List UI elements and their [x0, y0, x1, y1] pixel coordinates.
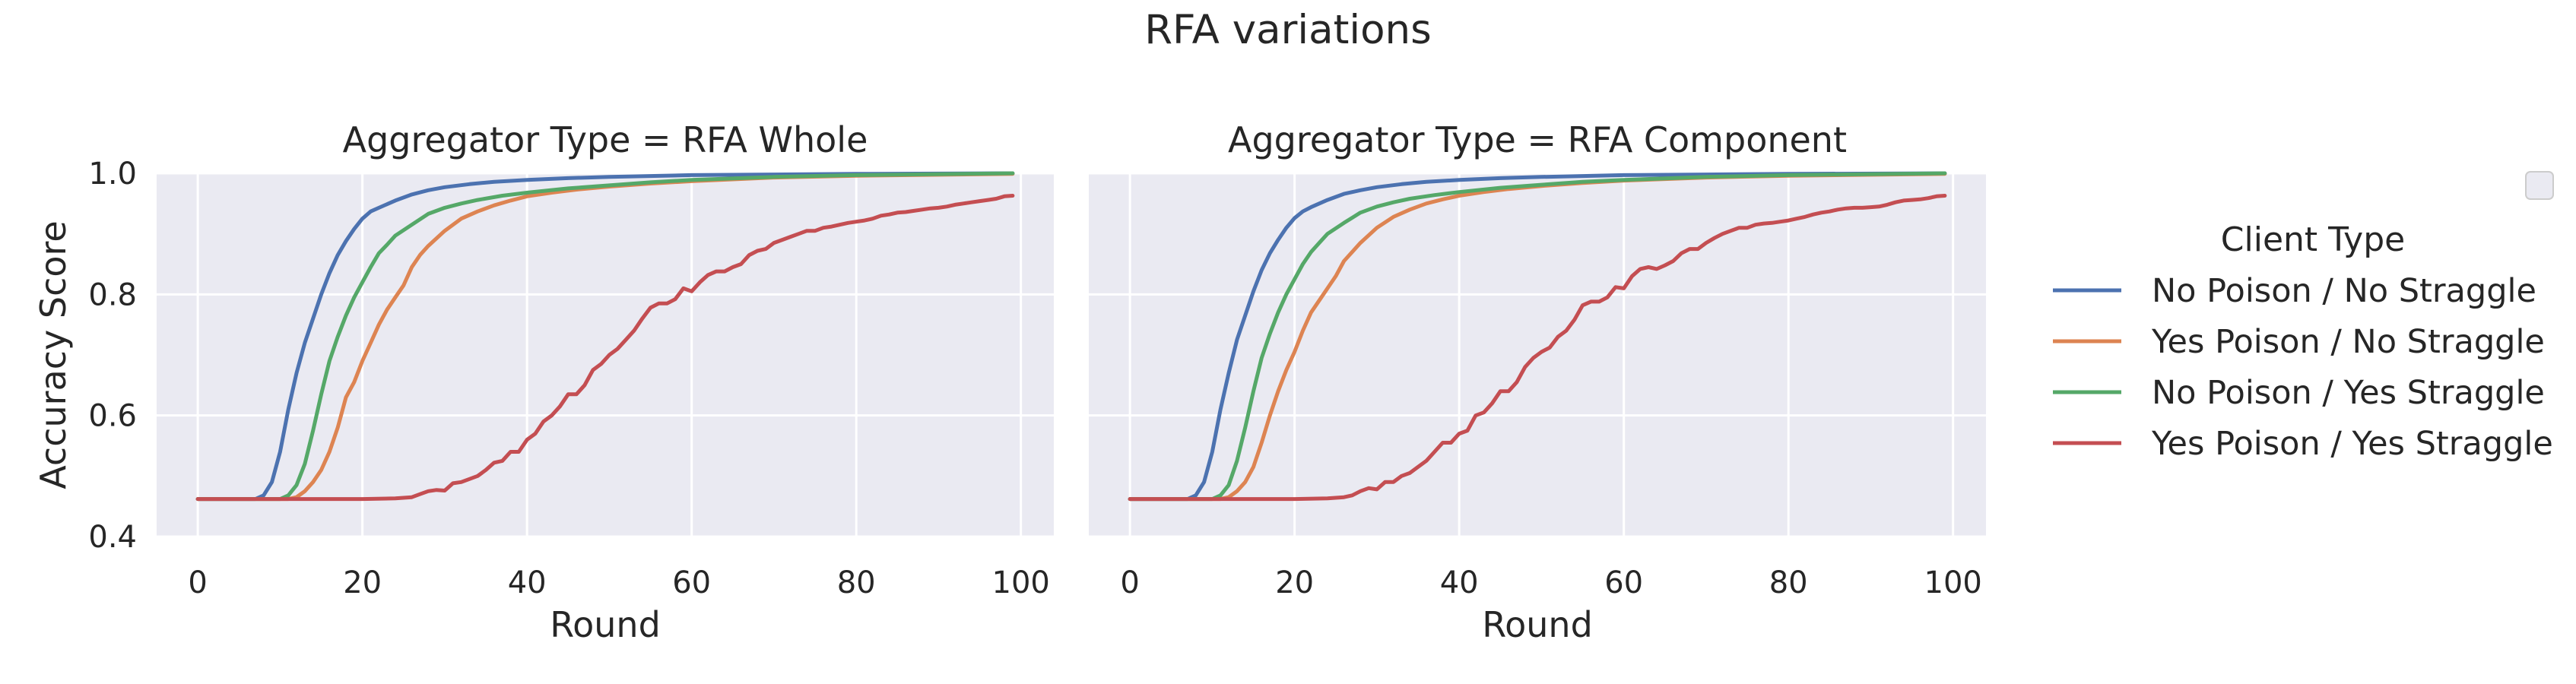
- series-line-3: [195, 171, 1015, 502]
- subplot-title: Aggregator Type = RFA Component: [1228, 119, 1847, 160]
- subplot-title: Aggregator Type = RFA Whole: [343, 119, 868, 160]
- x-tick-label: 60: [672, 565, 711, 600]
- legend: Client Type No Poison / No Straggle Yes P…: [2053, 171, 2554, 463]
- x-tick-label: 100: [992, 565, 1050, 600]
- y-tick-label: 1.0: [88, 157, 137, 192]
- x-axis-label: Round: [550, 604, 661, 645]
- x-tick-label: 100: [1924, 565, 1982, 600]
- legend-empty-box: [2525, 171, 2554, 200]
- x-tick-label: 0: [188, 565, 207, 600]
- x-tick-label: 0: [1120, 565, 1139, 600]
- x-tick-label: 20: [1275, 565, 1314, 600]
- series-line-4: [1128, 194, 1947, 502]
- series-line-4: [195, 194, 1015, 502]
- x-tick-label: 60: [1604, 565, 1643, 600]
- legend-entry-label: Yes Poison / Yes Straggle: [2151, 425, 2553, 463]
- y-tick-label: 0.8: [88, 277, 137, 312]
- y-tick-label: 0.6: [88, 399, 137, 434]
- series-line-1: [195, 171, 1015, 502]
- x-tick-label: 20: [343, 565, 382, 600]
- legend-entries: No Poison / No Straggle Yes Poison / No S…: [2053, 272, 2553, 463]
- legend-title: Client Type: [2221, 220, 2405, 259]
- subplot-rfa-component: 0 20 40 60 80 100 Aggregator Type = RFA Compon…: [1089, 119, 1986, 645]
- x-tick-label: 80: [837, 565, 876, 600]
- plot-area: [157, 173, 1054, 537]
- series-line-1: [1128, 171, 1947, 502]
- y-axis-label: Accuracy Score: [33, 220, 74, 489]
- legend-entry-label: Yes Poison / No Straggle: [2151, 323, 2545, 361]
- figure-title: RFA variations: [1144, 7, 1432, 53]
- y-tick-label: 0.4: [88, 520, 137, 555]
- x-tick-label: 40: [1440, 565, 1479, 600]
- x-axis-label: Round: [1482, 604, 1593, 645]
- x-tick-label: 40: [508, 565, 547, 600]
- legend-entry-label: No Poison / Yes Straggle: [2152, 374, 2545, 412]
- legend-entry-label: No Poison / No Straggle: [2152, 272, 2536, 310]
- subplot-rfa-whole: 0 20 40 60 80 100 0.4 0.6 0.8 1.0 Aggregator Type …: [33, 119, 1054, 645]
- x-tick-label: 80: [1769, 565, 1808, 600]
- series-line-3: [1128, 171, 1947, 502]
